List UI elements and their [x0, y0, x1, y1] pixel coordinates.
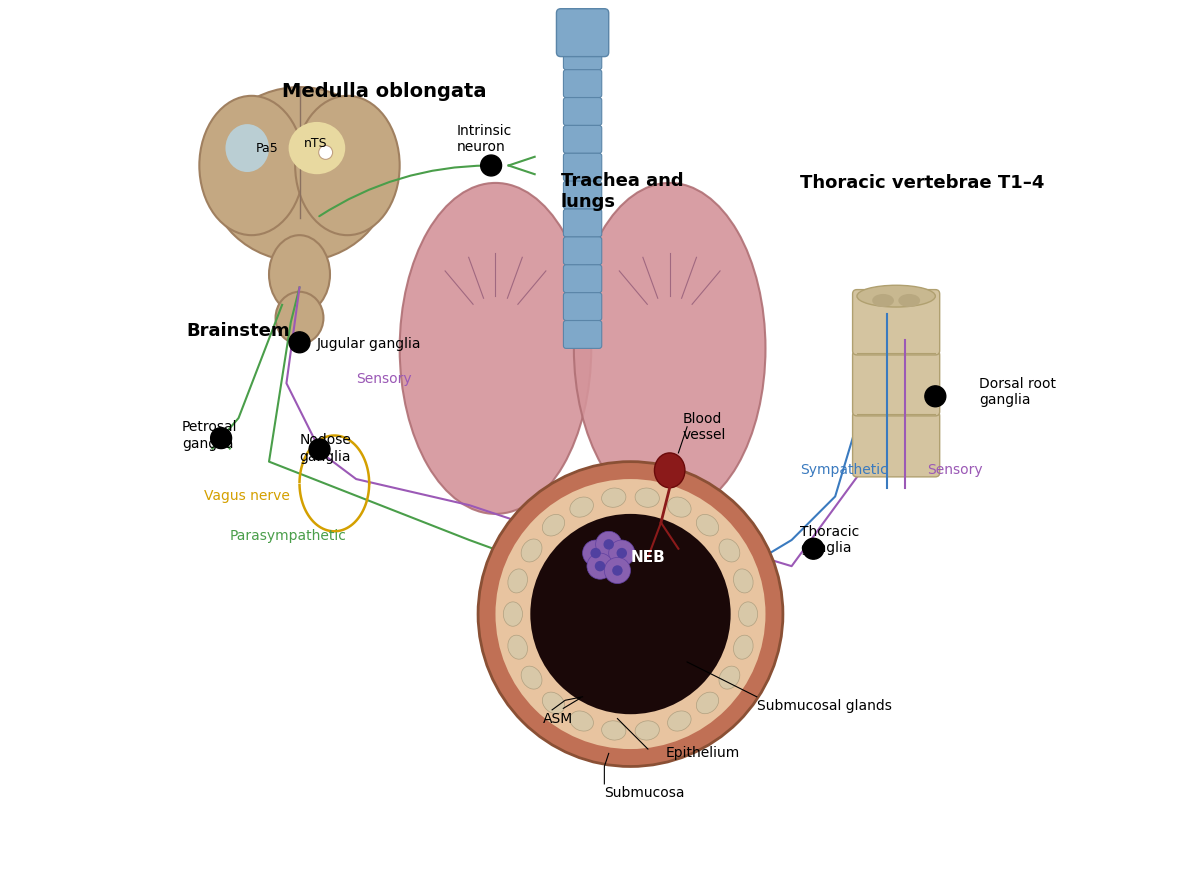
Ellipse shape: [542, 692, 565, 713]
FancyBboxPatch shape: [852, 350, 940, 415]
Circle shape: [496, 479, 766, 749]
Ellipse shape: [542, 515, 565, 536]
Text: Petrosal
ganglia: Petrosal ganglia: [182, 421, 238, 450]
Ellipse shape: [635, 721, 659, 740]
Text: Vagus nerve: Vagus nerve: [204, 490, 289, 503]
Ellipse shape: [696, 692, 719, 713]
Circle shape: [289, 332, 310, 353]
FancyBboxPatch shape: [564, 125, 601, 153]
Ellipse shape: [899, 294, 920, 307]
Ellipse shape: [508, 569, 528, 593]
Text: Thoracic
ganglia: Thoracic ganglia: [800, 525, 859, 555]
Text: Jugular ganglia: Jugular ganglia: [317, 337, 421, 351]
Text: Sensory: Sensory: [926, 463, 983, 477]
FancyBboxPatch shape: [557, 9, 608, 57]
Ellipse shape: [719, 666, 740, 689]
Ellipse shape: [872, 294, 894, 307]
FancyBboxPatch shape: [564, 321, 601, 348]
Circle shape: [604, 539, 614, 550]
Circle shape: [587, 553, 613, 579]
Text: Blood
vessel: Blood vessel: [683, 412, 726, 442]
FancyBboxPatch shape: [564, 209, 601, 237]
Text: Parasympathetic: Parasympathetic: [230, 529, 347, 543]
Circle shape: [608, 540, 635, 566]
FancyBboxPatch shape: [564, 70, 601, 98]
Circle shape: [478, 462, 782, 766]
Circle shape: [310, 439, 330, 460]
Ellipse shape: [199, 96, 304, 235]
Ellipse shape: [696, 515, 719, 536]
Ellipse shape: [733, 635, 754, 659]
Ellipse shape: [276, 292, 324, 344]
Text: Brainstem: Brainstem: [186, 322, 290, 340]
Ellipse shape: [400, 183, 592, 514]
Text: NEB: NEB: [630, 550, 665, 565]
Text: Sensory: Sensory: [356, 372, 412, 386]
FancyBboxPatch shape: [564, 14, 601, 42]
Circle shape: [319, 145, 332, 159]
Ellipse shape: [226, 124, 269, 172]
Text: Epithelium: Epithelium: [665, 746, 739, 760]
Ellipse shape: [601, 488, 626, 507]
Ellipse shape: [521, 666, 542, 689]
Text: Submucosal glands: Submucosal glands: [757, 699, 892, 712]
Circle shape: [481, 155, 502, 176]
FancyBboxPatch shape: [564, 237, 601, 265]
Text: Trachea and
lungs: Trachea and lungs: [560, 172, 684, 211]
FancyBboxPatch shape: [564, 181, 601, 209]
Ellipse shape: [574, 183, 766, 514]
Ellipse shape: [719, 539, 740, 562]
FancyBboxPatch shape: [564, 265, 601, 293]
Text: Sympathetic: Sympathetic: [800, 463, 888, 477]
Circle shape: [612, 565, 623, 576]
Ellipse shape: [667, 711, 691, 731]
Ellipse shape: [857, 285, 935, 307]
Text: Medulla oblongata: Medulla oblongata: [282, 82, 486, 101]
Text: Pa5: Pa5: [256, 142, 278, 154]
Ellipse shape: [208, 87, 391, 261]
Circle shape: [590, 548, 601, 558]
Text: ASM: ASM: [544, 712, 574, 726]
Ellipse shape: [295, 96, 400, 235]
Ellipse shape: [654, 453, 685, 488]
Text: Submucosa: Submucosa: [605, 786, 685, 800]
FancyBboxPatch shape: [564, 293, 601, 321]
FancyBboxPatch shape: [852, 412, 940, 477]
Circle shape: [617, 548, 628, 558]
Ellipse shape: [738, 602, 757, 626]
FancyBboxPatch shape: [564, 42, 601, 70]
Circle shape: [582, 540, 608, 566]
Ellipse shape: [503, 602, 522, 626]
Ellipse shape: [521, 539, 542, 562]
Ellipse shape: [570, 711, 594, 731]
Ellipse shape: [667, 497, 691, 517]
Circle shape: [925, 386, 946, 407]
Ellipse shape: [635, 488, 659, 507]
Text: Nodose
ganglia: Nodose ganglia: [300, 434, 352, 463]
Circle shape: [595, 531, 622, 557]
Ellipse shape: [269, 235, 330, 314]
Circle shape: [530, 514, 731, 714]
Text: nTS: nTS: [304, 138, 328, 150]
Ellipse shape: [289, 122, 346, 174]
Text: Thoracic vertebrae T1–4: Thoracic vertebrae T1–4: [800, 174, 1045, 192]
Circle shape: [595, 561, 605, 571]
Text: Intrinsic
neuron: Intrinsic neuron: [456, 125, 511, 154]
Ellipse shape: [601, 721, 626, 740]
Circle shape: [605, 557, 630, 584]
Circle shape: [803, 538, 824, 559]
FancyBboxPatch shape: [564, 153, 601, 181]
FancyBboxPatch shape: [852, 289, 940, 354]
Circle shape: [211, 428, 232, 449]
Ellipse shape: [733, 569, 754, 593]
Ellipse shape: [570, 497, 594, 517]
Text: Dorsal root
ganglia: Dorsal root ganglia: [979, 377, 1056, 407]
FancyBboxPatch shape: [564, 98, 601, 125]
Ellipse shape: [508, 635, 528, 659]
